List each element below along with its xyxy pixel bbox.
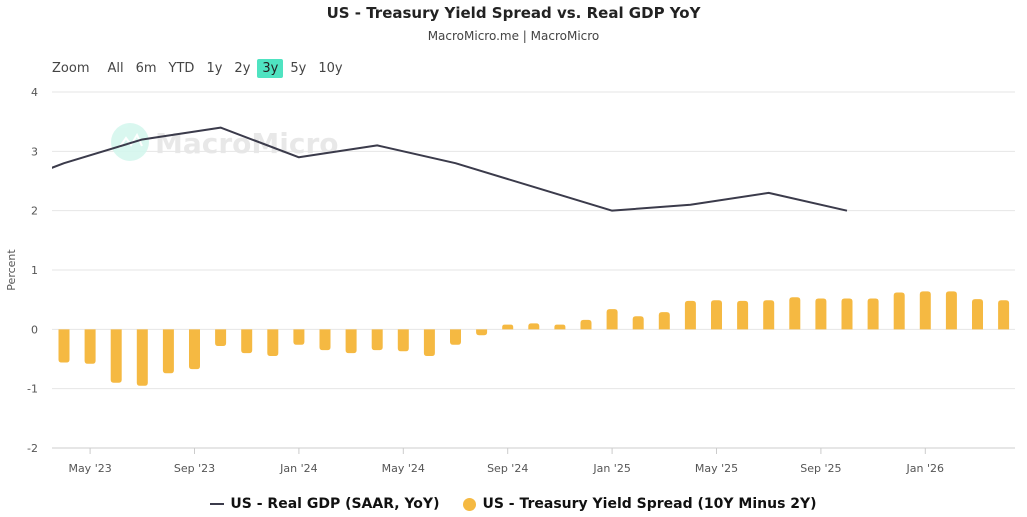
spread-bar[interactable]	[684, 300, 696, 330]
spread-bar[interactable]	[136, 329, 148, 386]
x-tick-label: Jan '24	[279, 462, 317, 475]
spread-bar[interactable]	[423, 329, 435, 357]
spread-bar[interactable]	[789, 297, 801, 330]
y-axis-title: Percent	[5, 249, 18, 291]
spread-bar[interactable]	[554, 324, 566, 330]
zoom-5y-button[interactable]: 5y	[290, 61, 307, 76]
spread-bar[interactable]	[711, 300, 722, 330]
spread-bar[interactable]	[162, 329, 174, 374]
y-tick-label: -2	[27, 442, 38, 455]
spread-bar[interactable]	[972, 299, 983, 330]
spread-bar[interactable]	[998, 300, 1010, 330]
y-tick-label: 0	[31, 323, 38, 336]
x-tick-label: Sep '23	[174, 462, 215, 475]
spread-bar[interactable]	[528, 323, 540, 330]
y-tick-label: 4	[31, 86, 38, 99]
spread-bar[interactable]	[84, 329, 96, 364]
y-tick-label: 2	[31, 205, 38, 218]
spread-bar[interactable]	[319, 329, 331, 351]
spread-bar[interactable]	[293, 329, 305, 345]
spread-bar[interactable]	[893, 292, 905, 330]
spread-bar[interactable]	[215, 329, 227, 346]
spread-bar[interactable]	[606, 309, 618, 330]
x-tick-label: Jan '26	[906, 462, 944, 475]
zoom-all-button[interactable]: All	[107, 61, 124, 76]
zoom-label: Zoom	[52, 61, 90, 76]
zoom-selector: Zoom All 6m YTD 1y 2y 3y 5y 10y	[52, 59, 350, 78]
zoom-10y-button[interactable]: 10y	[318, 61, 343, 76]
spread-bar[interactable]	[241, 329, 253, 354]
y-tick-label: -1	[27, 383, 38, 396]
chart-subtitle: MacroMicro.me | MacroMicro	[427, 29, 600, 43]
spread-bar[interactable]	[450, 329, 461, 345]
chart-title: US - Treasury Yield Spread vs. Real GDP …	[326, 4, 701, 22]
y-tick-label: 3	[31, 145, 38, 158]
spread-bar[interactable]	[841, 298, 853, 330]
zoom-1y-button[interactable]: 1y	[206, 61, 223, 76]
line-symbol-icon	[210, 503, 225, 505]
spread-bar[interactable]	[658, 312, 670, 330]
spread-bar[interactable]	[737, 300, 749, 330]
zoom-3y-button[interactable]: 3y	[257, 59, 284, 78]
spread-bar[interactable]	[476, 329, 488, 336]
spread-bar[interactable]	[815, 298, 827, 330]
legend-label-spread: US - Treasury Yield Spread (10Y Minus 2Y…	[482, 496, 817, 512]
x-tick-label: May '25	[695, 462, 738, 475]
zoom-ytd-button[interactable]: YTD	[168, 61, 195, 76]
spread-bar[interactable]	[345, 329, 357, 354]
zoom-6m-button[interactable]: 6m	[135, 61, 157, 76]
legend-item-gdp[interactable]: US - Real GDP (SAAR, YoY)	[210, 496, 439, 512]
spread-bar[interactable]	[580, 319, 592, 330]
spread-bar[interactable]	[267, 329, 279, 357]
y-tick-label: 1	[31, 264, 38, 277]
spread-bar[interactable]	[867, 298, 879, 330]
legend-item-spread[interactable]: US - Treasury Yield Spread (10Y Minus 2Y…	[463, 496, 817, 512]
gdp-line[interactable]	[0, 126, 848, 212]
spread-bar[interactable]	[945, 291, 957, 330]
spread-bar[interactable]	[371, 329, 383, 351]
spread-bar[interactable]	[919, 291, 931, 330]
x-tick-label: May '23	[68, 462, 111, 475]
spread-bar[interactable]	[110, 329, 122, 383]
legend-label-gdp: US - Real GDP (SAAR, YoY)	[230, 496, 440, 512]
x-tick-label: Sep '24	[487, 462, 528, 475]
circle-symbol-icon	[463, 497, 477, 511]
spread-bar[interactable]	[58, 329, 70, 363]
x-tick-label: May '24	[382, 462, 425, 475]
spread-bar[interactable]	[763, 300, 775, 330]
x-tick-label: Jan '25	[592, 462, 630, 475]
spread-bar[interactable]	[189, 329, 200, 370]
legend: US - Real GDP (SAAR, YoY) US - Treasury …	[0, 496, 1027, 512]
x-tick-label: Sep '25	[800, 462, 841, 475]
spread-bar[interactable]	[502, 324, 514, 330]
zoom-2y-button[interactable]: 2y	[234, 61, 251, 76]
spread-bar[interactable]	[397, 329, 409, 352]
spread-bar[interactable]	[632, 316, 644, 330]
